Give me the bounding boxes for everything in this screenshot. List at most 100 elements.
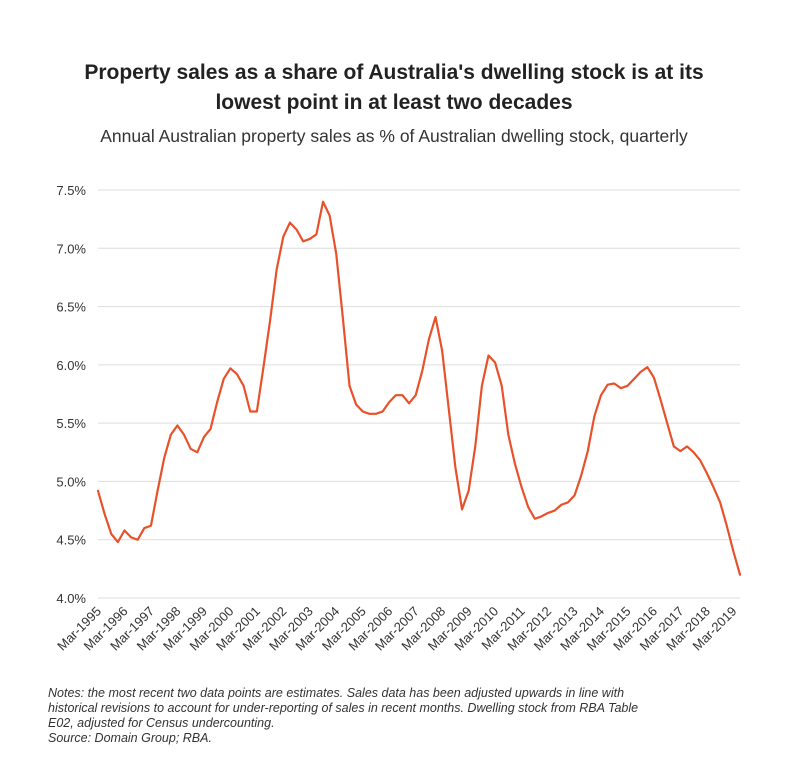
x-axis: Mar-1995Mar-1996Mar-1997Mar-1998Mar-1999… — [54, 604, 739, 654]
data-point — [619, 386, 623, 390]
data-point — [665, 421, 669, 425]
data-point — [182, 433, 186, 437]
data-point — [407, 401, 411, 405]
data-point — [553, 509, 557, 513]
data-point — [718, 500, 722, 504]
data-point — [592, 414, 596, 418]
line-chart: 4.0% 4.5% 5.0% 5.5% 6.0% 6.5% 7.0% 7.5% Mar-199… — [54, 183, 742, 654]
notes-line-2: historical revisions to account for unde… — [48, 701, 639, 715]
data-point — [467, 489, 471, 493]
data-point — [639, 370, 643, 374]
data-point — [301, 239, 305, 243]
data-point — [513, 462, 517, 466]
data-point — [374, 412, 378, 416]
data-point — [295, 228, 299, 232]
data-point — [526, 505, 530, 509]
data-point — [202, 435, 206, 439]
source-line: Source: Domain Group; RBA. — [48, 731, 212, 745]
data-point — [738, 573, 742, 577]
data-point — [599, 393, 603, 397]
data-point — [427, 337, 431, 341]
data-point — [156, 489, 160, 493]
data-point — [698, 458, 702, 462]
data-point — [189, 447, 193, 451]
data-point — [447, 407, 451, 411]
data-point — [652, 376, 656, 380]
y-tick-label: 6.5% — [56, 300, 86, 315]
data-point — [308, 237, 312, 241]
data-point — [367, 412, 371, 416]
data-point — [473, 444, 477, 448]
data-point — [486, 354, 490, 358]
data-point — [248, 409, 252, 413]
data-point — [506, 433, 510, 437]
data-point — [122, 528, 126, 532]
data-point — [725, 524, 729, 528]
data-point — [394, 393, 398, 397]
y-tick-label: 6.0% — [56, 358, 86, 373]
data-point — [381, 409, 385, 413]
data-point — [586, 449, 590, 453]
data-point — [659, 398, 663, 402]
data-point — [539, 514, 543, 518]
data-point — [341, 316, 345, 320]
data-point — [559, 503, 563, 507]
data-point — [685, 444, 689, 448]
data-point — [440, 349, 444, 353]
data-point — [195, 450, 199, 454]
data-point — [96, 489, 100, 493]
series-group — [96, 200, 742, 577]
data-point — [222, 377, 226, 381]
data-point — [162, 456, 166, 460]
data-point — [546, 511, 550, 515]
data-point — [261, 365, 265, 369]
data-point — [348, 384, 352, 388]
gridlines — [98, 189, 740, 599]
data-point — [460, 507, 464, 511]
data-point — [334, 252, 338, 256]
series-line — [96, 200, 742, 576]
data-point — [321, 200, 325, 204]
y-tick-label: 4.5% — [56, 533, 86, 548]
data-point — [175, 423, 179, 427]
y-tick-label: 7.0% — [56, 241, 86, 256]
y-tick-label: 4.0% — [56, 591, 86, 606]
data-point — [493, 361, 497, 365]
chart-title-line-1: Property sales as a share of Australia's… — [84, 61, 704, 84]
data-point — [573, 493, 577, 497]
chart-subtitle: Annual Australian property sales as % of… — [100, 126, 688, 146]
data-point — [228, 366, 232, 370]
data-point — [169, 433, 173, 437]
data-point — [328, 214, 332, 218]
data-point — [705, 471, 709, 475]
data-point — [500, 384, 504, 388]
data-point — [731, 549, 735, 553]
data-point — [215, 400, 219, 404]
chart-notes: Notes: the most recent two data points a… — [48, 686, 768, 746]
data-point — [288, 221, 292, 225]
data-point — [361, 409, 365, 413]
data-point — [387, 400, 391, 404]
y-tick-label: 5.0% — [56, 474, 86, 489]
data-point — [129, 535, 133, 539]
data-point — [414, 393, 418, 397]
data-point — [209, 427, 213, 431]
data-point — [672, 444, 676, 448]
data-point — [453, 465, 457, 469]
data-point — [678, 449, 682, 453]
data-point — [712, 485, 716, 489]
notes-line-3: E02, adjusted for Census undercounting. — [48, 716, 275, 730]
data-point — [420, 369, 424, 373]
data-point — [566, 500, 570, 504]
chart-title: Property sales as a share of Australia's… — [0, 58, 788, 118]
y-axis: 4.0% 4.5% 5.0% 5.5% 6.0% 6.5% 7.0% 7.5% — [56, 183, 86, 606]
data-point — [136, 538, 140, 542]
data-point — [645, 365, 649, 369]
data-point — [520, 485, 524, 489]
data-point — [268, 319, 272, 323]
chart-title-line-2: lowest point in at least two decades — [215, 91, 573, 114]
data-point — [632, 377, 636, 381]
data-point — [242, 384, 246, 388]
data-point — [606, 383, 610, 387]
y-tick-label: 7.5% — [56, 183, 86, 198]
